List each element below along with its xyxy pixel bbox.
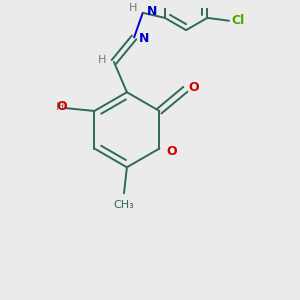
Text: H: H	[56, 102, 64, 112]
Text: N: N	[138, 32, 149, 45]
Text: H: H	[128, 3, 137, 13]
Text: O: O	[56, 100, 67, 113]
Text: O: O	[188, 81, 199, 94]
Text: O: O	[167, 146, 177, 158]
Text: CH₃: CH₃	[114, 200, 134, 211]
Text: H: H	[98, 56, 106, 65]
Text: N: N	[147, 5, 158, 18]
Text: Cl: Cl	[231, 14, 244, 27]
